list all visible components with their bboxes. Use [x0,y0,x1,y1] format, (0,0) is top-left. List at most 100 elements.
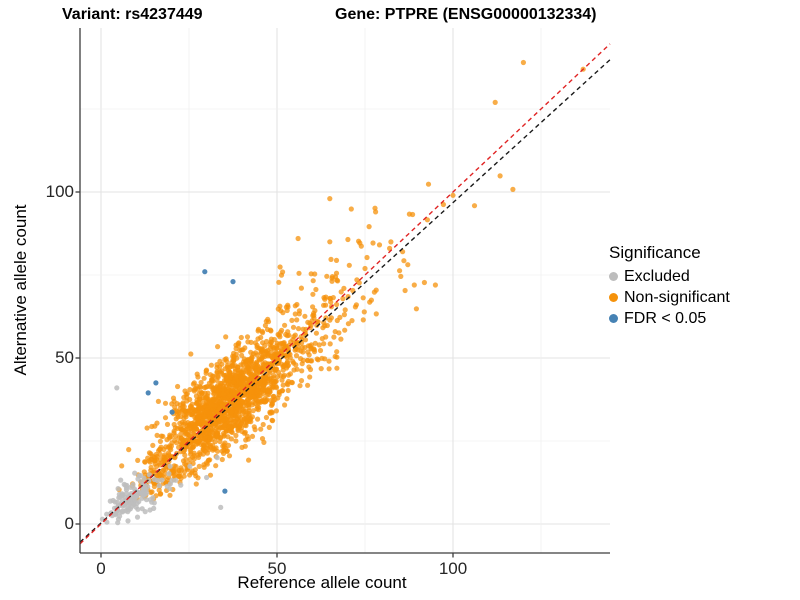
data-point [146,458,152,464]
data-point [258,356,264,362]
data-point [255,416,261,422]
data-point [326,358,332,364]
data-point [302,313,308,319]
data-point [204,461,210,467]
data-point [177,473,183,479]
data-point [224,364,230,370]
data-point [413,306,419,312]
data-point [226,453,233,459]
data-point [233,346,239,352]
data-point [269,417,275,423]
data-point [219,456,225,463]
data-point [290,358,296,364]
data-point [324,273,330,279]
data-point [233,390,239,397]
x-axis-label: Reference allele count [237,573,407,592]
data-point [293,362,299,368]
data-point [116,502,122,508]
data-point [298,285,304,291]
data-point [192,424,198,430]
data-point [147,507,153,513]
data-point [228,416,234,422]
data-point [196,420,203,426]
data-point [255,328,261,334]
legend-item: Excluded [609,266,730,287]
data-point [207,384,213,390]
data-point [312,308,318,314]
data-point [178,413,184,420]
data-point [299,344,305,351]
data-point [267,370,273,376]
data-point [251,424,257,430]
data-point [232,376,238,382]
data-point [183,430,189,436]
y-tick-label: 100 [45,182,74,201]
data-point [135,506,141,512]
data-point [270,375,276,381]
data-point [172,404,178,410]
data-point [249,389,255,395]
data-point [142,459,148,465]
data-point [345,321,351,327]
data-point [205,439,211,445]
data-point [327,196,333,202]
data-point [204,393,210,399]
data-point [269,401,275,407]
data-point [334,365,340,371]
data-point [370,240,376,246]
data-point [193,481,199,487]
data-point [280,340,286,346]
data-point [308,358,314,364]
data-point [214,377,220,383]
data-point [187,456,193,462]
data-point [285,363,291,369]
data-point [283,304,289,310]
data-point [362,265,368,272]
data-point [341,285,347,291]
data-point [164,437,170,443]
data-point [195,374,201,380]
data-point [200,446,206,453]
data-point [203,367,210,373]
data-point [126,447,132,453]
data-point [265,316,271,322]
data-point [219,402,225,408]
data-point [223,334,229,340]
data-point [307,325,313,331]
data-point [153,380,159,386]
data-point [341,312,347,318]
data-point [231,357,237,363]
data-point [345,294,351,300]
legend-title: Significance [609,243,701,262]
data-point [282,322,288,328]
data-point [207,472,214,478]
x-tick-label: 100 [438,559,468,578]
data-point [144,425,150,431]
data-point [128,498,134,504]
data-point [104,519,110,525]
data-point [204,399,210,405]
data-point [520,59,527,66]
data-point [236,340,242,346]
data-point [242,443,248,449]
data-point [279,377,285,383]
data-point [293,353,300,359]
data-point [471,203,478,209]
data-point [125,518,131,524]
data-point [151,483,157,490]
data-point [217,358,223,364]
y-tick-label: 50 [55,348,74,367]
data-point [276,279,282,285]
data-point [329,275,335,281]
data-point [278,272,285,278]
data-point [139,506,145,512]
data-point [191,380,197,386]
data-point [290,324,297,330]
data-point [287,371,293,377]
data-point [209,442,216,448]
data-point [289,317,295,323]
data-point [332,329,338,335]
data-point [115,516,122,522]
data-point [236,370,242,376]
data-point [277,334,283,340]
